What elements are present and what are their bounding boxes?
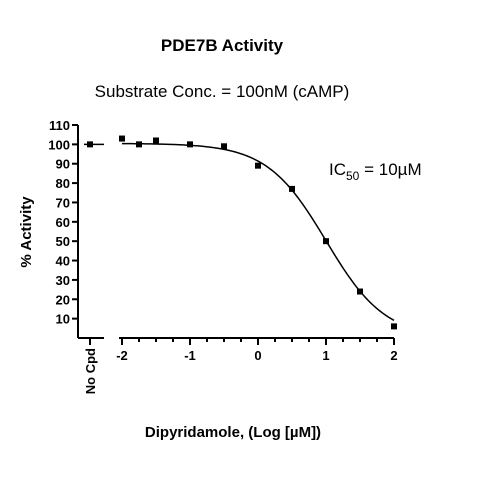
axes [77,125,394,339]
x-tick-label: -1 [184,348,196,363]
data-point [153,137,159,144]
y-tick-label: 60 [56,215,70,230]
control-tick-label: No Cpd [83,348,98,394]
y-tick-label: 20 [56,292,70,307]
y-tick-label: 100 [48,137,70,152]
x-ticks: -2 -1 0 1 2 No Cpd [83,338,398,394]
control-point [87,141,93,148]
y-tick-label: 10 [56,312,70,327]
data-point [136,141,142,148]
y-ticks: 10 20 30 40 50 60 70 80 90 100 110 [48,118,78,327]
y-tick-label: 40 [56,254,70,269]
x-tick-label: 2 [390,348,397,363]
x-tick-label: 0 [254,348,261,363]
x-tick-label: -2 [116,348,128,363]
data-point [289,185,295,192]
data-point [187,141,193,148]
y-tick-label: 90 [56,157,70,172]
x-axis-label: Dipyridamole, (Log [µM]) [145,424,321,441]
y-axis-label: % Activity [18,196,35,268]
y-tick-label: 30 [56,273,70,288]
x-tick-label: 1 [322,348,329,363]
data-point [119,135,125,142]
y-tick-label: 50 [56,234,70,249]
data-point [357,288,363,295]
y-tick-label: 110 [49,118,70,133]
chart-subtitle: Substrate Conc. = 100nM (cAMP) [95,82,350,101]
data-point [323,238,329,245]
data-point [255,162,261,169]
y-tick-label: 70 [56,195,70,210]
data-point [391,323,397,330]
y-tick-label: 80 [56,176,70,191]
fit-curve [121,142,395,321]
data-point [221,143,227,150]
data-points [84,135,397,330]
chart-title: PDE7B Activity [161,36,284,55]
ic50-annotation: IC50 = 10µM [329,160,422,183]
